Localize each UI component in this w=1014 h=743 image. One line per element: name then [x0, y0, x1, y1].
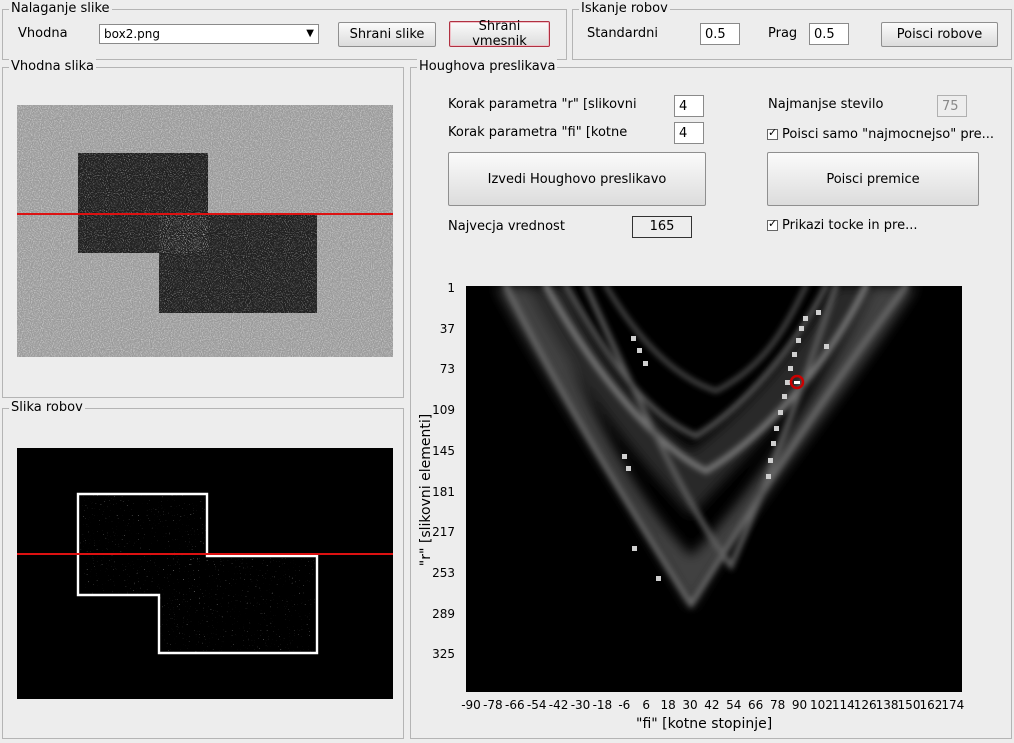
hough-accumulator: [466, 286, 962, 692]
min-count-input[interactable]: [937, 95, 967, 117]
strongest-only-checkbox[interactable]: Poisci samo "najmocnejso" pre...: [767, 126, 995, 142]
check-icon: [767, 217, 778, 231]
std-label: Standardni: [587, 26, 658, 41]
std-input[interactable]: [700, 23, 740, 45]
peak-marker-center: [794, 381, 800, 384]
x-tick-label: -66: [504, 698, 525, 712]
check-icon: [767, 126, 778, 140]
input-file-label: Vhodna: [18, 26, 68, 41]
x-tick-label: 78: [769, 698, 786, 712]
y-tick-label: 325: [432, 647, 455, 662]
y-tick-label: 73: [439, 362, 455, 377]
file-select[interactable]: box2.png ▼: [99, 24, 319, 44]
x-tick-label: 114: [831, 698, 855, 712]
edge-image-group-title: Slika robov: [9, 400, 85, 416]
x-tick-label: 174: [941, 698, 965, 712]
file-select-value: box2.png: [104, 27, 160, 41]
edge-speckle: [80, 495, 315, 653]
r-step-label: Korak parametra "r" [slikovni: [448, 97, 637, 112]
peak-marker: [789, 374, 805, 390]
y-tick-label: 109: [432, 403, 455, 418]
x-tick-label: 66: [748, 698, 764, 712]
show-points-checkbox[interactable]: Prikazi tocke in pre...: [767, 217, 918, 233]
show-points-label: Prikazi tocke in pre...: [782, 218, 918, 233]
x-tick-label: 30: [682, 698, 698, 712]
y-tick-label: 289: [432, 606, 455, 621]
x-tick-label: 126: [853, 698, 877, 712]
loading-group: Nalaganje slike: [2, 1, 567, 60]
input-shape: [78, 153, 317, 313]
save-images-button[interactable]: Shrani slike: [338, 22, 436, 47]
save-interface-button[interactable]: Shrani vmesnik: [449, 19, 550, 49]
x-tick-label: -90: [461, 698, 481, 712]
x-tick-label: 6: [642, 698, 651, 712]
y-tick-label: 1: [447, 281, 455, 295]
edge-search-group-title: Iskanje robov: [579, 1, 670, 17]
y-axis-label: "r" [slikovni elementi]: [418, 413, 434, 567]
edge-outline: [76, 492, 319, 655]
input-image-group-title: Vhodna slika: [9, 59, 96, 75]
input-image-group: Vhodna slika: [2, 59, 404, 398]
x-tick-label: 162: [919, 698, 943, 712]
hough-group-title: Houghova preslikava: [417, 59, 558, 75]
x-tick-label: -6: [618, 698, 631, 712]
max-value-label: Najvecja vrednost: [448, 219, 565, 234]
edge-image-group: Slika robov: [2, 400, 404, 739]
x-tick-label: -42: [548, 698, 569, 712]
x-tick-label: 150: [897, 698, 921, 712]
r-step-input[interactable]: [674, 95, 704, 117]
max-value-readout: 165: [632, 216, 692, 238]
x-tick-label: -54: [526, 698, 547, 712]
x-tick-label: -30: [570, 698, 591, 712]
input-image: [17, 105, 393, 357]
accumulator-peaks: [622, 310, 829, 581]
run-hough-button[interactable]: Izvedi Houghovo preslikavo: [448, 152, 706, 206]
x-tick-label: 102: [809, 698, 833, 712]
x-tick-label: -78: [483, 698, 503, 712]
y-tick-label: 181: [432, 484, 455, 499]
fi-step-label: Korak parametra "fi" [kotne: [448, 125, 628, 140]
hough-group: Houghova preslikava: [410, 59, 1012, 739]
x-tick-label: 138: [875, 698, 899, 712]
chevron-down-icon: ▼: [306, 28, 314, 39]
y-tick-label: 145: [432, 443, 455, 458]
x-tick-label: 90: [791, 698, 808, 712]
strongest-only-label: Poisci samo "najmocnejso" pre...: [782, 127, 995, 142]
min-count-label: Najmanjse stevilo: [768, 97, 884, 112]
loading-group-title: Nalaganje slike: [9, 1, 112, 17]
find-lines-button[interactable]: Poisci premice: [767, 152, 979, 206]
fi-step-input[interactable]: [674, 122, 704, 144]
y-tick-label: 253: [432, 565, 455, 580]
x-tick-label: 54: [726, 698, 742, 712]
edge-image: [17, 448, 393, 699]
x-tick-label: 42: [704, 698, 720, 712]
y-tick-label: 217: [432, 525, 455, 540]
x-axis-label: "fi" [kotne stopinje]: [636, 716, 773, 732]
x-tick-label: 18: [660, 698, 676, 712]
accumulator-curves: [503, 286, 909, 609]
edge-search-group: Iskanje robov: [572, 1, 1012, 60]
threshold-input[interactable]: [809, 23, 849, 45]
y-tick-label: 37: [439, 321, 455, 336]
x-tick-label: -18: [592, 698, 613, 712]
find-edges-button[interactable]: Poisci robove: [881, 22, 998, 47]
threshold-label: Prag: [768, 26, 798, 41]
